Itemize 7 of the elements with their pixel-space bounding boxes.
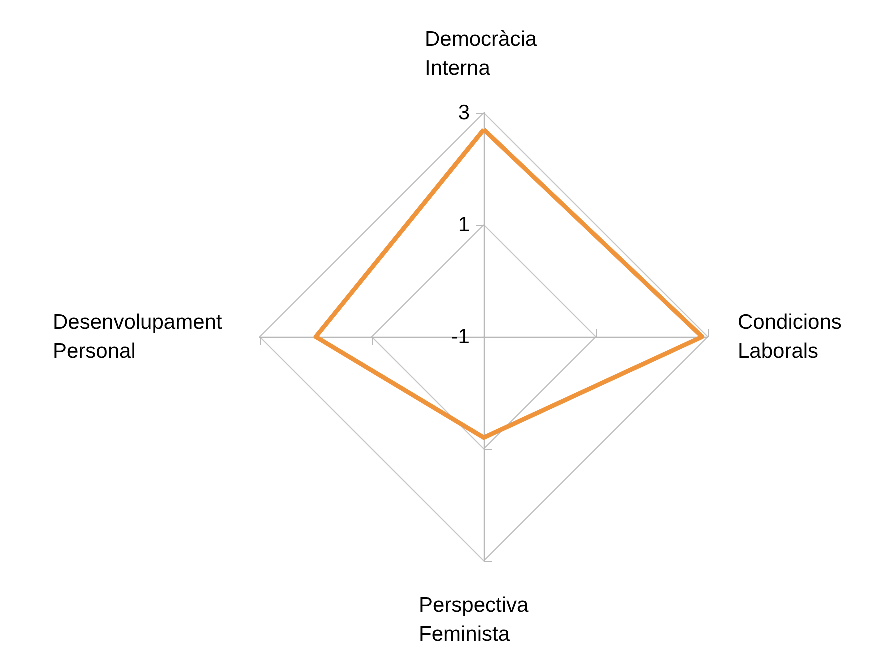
spoke-label: Desenvolupament Personal xyxy=(53,311,222,363)
y-tick-label: -1 xyxy=(451,326,470,348)
spoke-label: Democràcia Interna xyxy=(425,28,538,80)
spoke-label: Condicions Laborals xyxy=(738,311,842,363)
y-tick-label: 3 xyxy=(458,102,470,124)
spoke-label: Perspectiva Feminista xyxy=(419,594,530,646)
y-tick-label: 1 xyxy=(458,214,470,236)
